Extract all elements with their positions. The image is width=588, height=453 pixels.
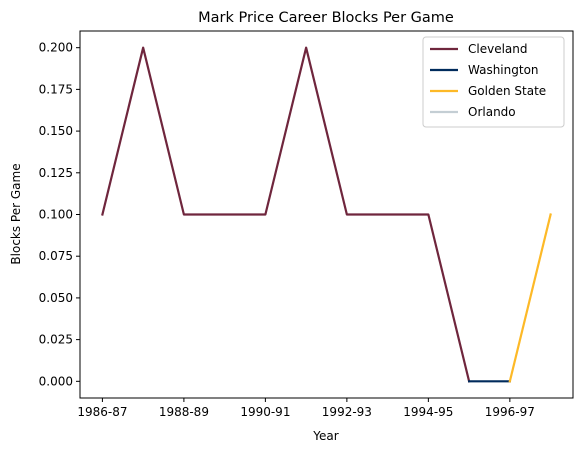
y-axis-ticks: 0.000 0.025 0.050 0.075 0.100 0.125 0.150 0.175… [39,41,80,388]
y-tick-label: 0.175 [39,82,73,96]
y-tick-label: 0.025 [39,333,73,347]
x-tick-label: 1990-91 [240,405,290,419]
x-tick-label: 1992-93 [322,405,372,419]
y-axis-label: Blocks Per Game [9,163,23,264]
x-tick-label: 1996-97 [485,405,535,419]
y-tick-label: 0.075 [39,249,73,263]
series-lines [101,46,552,383]
legend-box [422,36,565,128]
y-tick-label: 0.000 [39,374,73,388]
legend-entry-label: Orlando [468,105,516,119]
y-tick-label: 0.125 [39,166,73,180]
x-tick-label: 1994-95 [403,405,453,419]
x-tick-label: 1986-87 [77,405,127,419]
chart-title: Mark Price Career Blocks Per Game [198,10,454,26]
x-axis-label: Year [312,429,338,443]
y-tick-label: 0.050 [39,291,73,305]
y-tick-label: 0.150 [39,124,73,138]
x-axis-ticks: 1986-87 1988-89 1990-91 1992-93 1994-95 1996-… [77,398,535,419]
x-tick-label: 1988-89 [159,405,209,419]
legend-entry-label: Cleveland [468,42,528,56]
legend: Cleveland Washington Golden State Orlando [422,36,565,128]
series-line-golden-state [508,213,552,383]
legend-entry-label: Washington [468,63,539,77]
series-line-cleveland [101,46,471,383]
y-tick-label: 0.200 [39,41,73,55]
plot-frame [79,30,574,399]
legend-entry-label: Golden State [468,84,546,98]
y-tick-label: 0.100 [39,208,73,222]
